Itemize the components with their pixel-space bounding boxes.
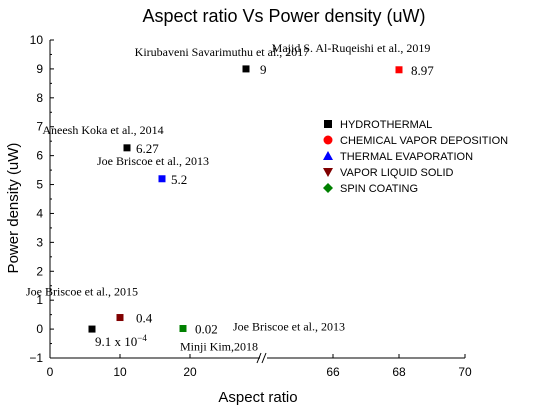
data-value-label: 5.2 xyxy=(171,172,187,187)
data-point xyxy=(88,325,96,333)
data-value-label: 0.02 xyxy=(195,322,218,337)
y-tick-label: 0 xyxy=(36,322,43,336)
data-author-label: Majid S. Al-Ruqeishi et al., 2019 xyxy=(272,41,431,55)
legend-entry-label: CHEMICAL VAPOR DEPOSITION xyxy=(340,135,508,147)
legend-entry-label: SPIN COATING xyxy=(340,183,418,195)
y-tick-label: 4 xyxy=(36,206,43,220)
data-point xyxy=(158,175,166,183)
data-author-label: Joe Briscoe et al., 2015 xyxy=(26,285,138,299)
legend-marker-circle xyxy=(323,135,333,145)
data-point xyxy=(116,314,124,322)
x-tick-label: 0 xyxy=(47,365,54,379)
y-tick-label: 2 xyxy=(36,264,43,278)
legend-marker-triangle-down xyxy=(323,168,333,177)
y-tick-label: 8 xyxy=(36,91,43,105)
chart-title: Aspect ratio Vs Power density (uW) xyxy=(142,6,425,26)
y-tick-label: 10 xyxy=(30,33,44,47)
data-point xyxy=(123,144,131,152)
y-tick-label: 6 xyxy=(36,149,43,163)
data-author-label: Joe Briscoe et al., 2013 xyxy=(233,320,345,334)
data-value-exponent: −4 xyxy=(137,333,147,343)
data-point xyxy=(242,65,250,73)
data-value-label: 0.4 xyxy=(136,311,153,326)
data-author-label: Joe Briscoe et al., 2013 xyxy=(97,154,209,168)
legend-marker-square xyxy=(324,120,332,128)
legend-entry-label: THERMAL EVAPORATION xyxy=(340,151,473,163)
data-value-label: 9 xyxy=(260,62,267,77)
data-point xyxy=(179,325,187,333)
y-tick-label: 9 xyxy=(36,62,43,76)
y-axis-label: Power density (uW) xyxy=(5,143,22,274)
data-author-label: Minji Kim,2018 xyxy=(180,340,258,354)
y-tick-label: 7 xyxy=(36,120,43,134)
data-author-label: Kirubaveni Savarimuthu et al., 2017 xyxy=(135,45,310,59)
x-tick-label: 68 xyxy=(392,365,406,379)
y-tick-label: 1 xyxy=(36,293,43,307)
x-tick-label: 66 xyxy=(326,365,340,379)
legend-marker-triangle-up xyxy=(323,151,333,160)
y-tick-label: −1 xyxy=(29,351,43,365)
legend-marker-diamond xyxy=(323,183,333,193)
x-axis-label: Aspect ratio xyxy=(218,389,297,406)
axis-break-mark xyxy=(261,352,267,364)
x-tick-label: 70 xyxy=(458,365,472,379)
legend-entry-label: HYDROTHERMAL xyxy=(340,119,432,131)
data-value-label: 6.27 xyxy=(136,141,159,156)
x-tick-label: 10 xyxy=(113,365,127,379)
x-tick-label: 20 xyxy=(183,365,197,379)
legend-entry-label: VAPOR LIQUID SOLID xyxy=(340,167,454,179)
data-value-label: 9.1 x 10−4 xyxy=(95,333,147,349)
data-point xyxy=(395,66,403,74)
data-author-label: Aneesh Koka et al., 2014 xyxy=(42,123,163,137)
axis-break-mark xyxy=(256,352,262,364)
y-tick-label: 5 xyxy=(36,178,43,192)
y-tick-label: 3 xyxy=(36,235,43,249)
data-value-label: 8.97 xyxy=(411,63,434,78)
